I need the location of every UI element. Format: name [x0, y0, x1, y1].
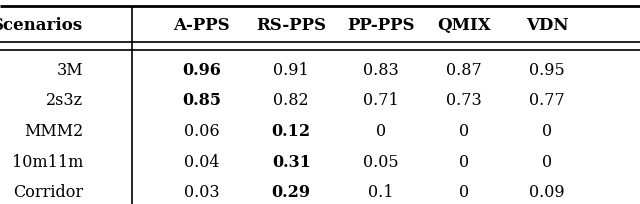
Text: 3M: 3M [56, 62, 83, 79]
Text: A-PPS: A-PPS [173, 17, 230, 34]
Text: 0: 0 [459, 154, 469, 171]
Text: RS-PPS: RS-PPS [256, 17, 326, 34]
Text: MMM2: MMM2 [24, 123, 83, 140]
Text: 0.05: 0.05 [363, 154, 399, 171]
Text: 0.82: 0.82 [273, 92, 309, 110]
Text: 0.29: 0.29 [272, 184, 310, 201]
Text: 0.12: 0.12 [271, 123, 311, 140]
Text: 0.83: 0.83 [363, 62, 399, 79]
Text: VDN: VDN [526, 17, 568, 34]
Text: 0: 0 [542, 154, 552, 171]
Text: 0.91: 0.91 [273, 62, 309, 79]
Text: PP-PPS: PP-PPS [347, 17, 415, 34]
Text: Scenarios: Scenarios [0, 17, 83, 34]
Text: 0.06: 0.06 [184, 123, 220, 140]
Text: 0.73: 0.73 [446, 92, 482, 110]
Text: 0.31: 0.31 [272, 154, 310, 171]
Text: 0.77: 0.77 [529, 92, 565, 110]
Text: QMIX: QMIX [437, 17, 491, 34]
Text: 0.85: 0.85 [182, 92, 221, 110]
Text: 0.87: 0.87 [446, 62, 482, 79]
Text: 0.95: 0.95 [529, 62, 565, 79]
Text: Corridor: Corridor [13, 184, 83, 201]
Text: 0: 0 [542, 123, 552, 140]
Text: 0.96: 0.96 [182, 62, 221, 79]
Text: 0.03: 0.03 [184, 184, 220, 201]
Text: 0.71: 0.71 [363, 92, 399, 110]
Text: 0.04: 0.04 [184, 154, 220, 171]
Text: 10m11m: 10m11m [12, 154, 83, 171]
Text: 0: 0 [459, 184, 469, 201]
Text: 0.09: 0.09 [529, 184, 565, 201]
Text: 2s3z: 2s3z [46, 92, 83, 110]
Text: 0.1: 0.1 [368, 184, 394, 201]
Text: 0: 0 [459, 123, 469, 140]
Text: 0: 0 [376, 123, 386, 140]
